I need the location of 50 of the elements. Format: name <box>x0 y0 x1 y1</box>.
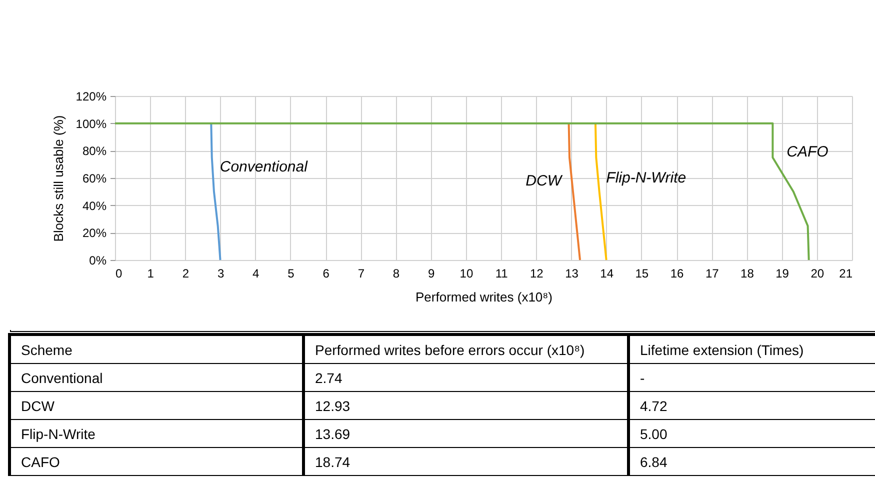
text: 18.74 <box>305 448 630 476</box>
y-tick-label: 120% <box>76 90 107 104</box>
y-tick-label: 100% <box>76 116 107 131</box>
text: Performed writes before errors occur (x10⁸) <box>305 336 630 364</box>
text: 6.84 <box>630 448 875 476</box>
x-tick-label: 12 <box>530 266 544 280</box>
text: 4.72 <box>630 392 875 420</box>
y-tick-label: 80% <box>82 144 107 158</box>
series-label: DCW <box>526 172 564 190</box>
x-tick-label: 18 <box>740 266 754 280</box>
x-tick-label: 14 <box>600 266 614 280</box>
x-tick-label: 21 <box>839 266 853 280</box>
x-tick-label: 20 <box>810 266 824 280</box>
text: DCW <box>11 392 305 420</box>
text: Lifetime extension (Times) <box>630 336 875 364</box>
x-tick-label: 15 <box>635 266 649 280</box>
series-label: CAFO <box>786 144 829 160</box>
x-tick-label: 4 <box>252 266 260 280</box>
x-tick-label: 17 <box>705 266 720 280</box>
text: 12.93 <box>305 392 630 420</box>
y-axis-title: Blocks still usable (%) <box>50 115 66 242</box>
y-tick-label: 40% <box>82 198 107 213</box>
x-tick-label: 16 <box>670 266 684 280</box>
x-tick-label: 8 <box>392 266 400 280</box>
series-label: Conventional <box>220 158 308 176</box>
x-axis-title: Performed writes (x10⁸) <box>416 290 552 304</box>
text: - <box>630 364 875 392</box>
text: Scheme <box>11 336 305 364</box>
x-tick-label: 1 <box>147 266 154 280</box>
x-tick-label: 11 <box>495 266 508 280</box>
text: Flip-N-Write <box>11 420 305 448</box>
text: 2.74 <box>305 364 630 392</box>
x-tick-label: 19 <box>776 266 790 280</box>
y-tick-label: 0% <box>89 254 107 268</box>
x-tick-label: 2 <box>182 266 190 280</box>
text: Conventional <box>11 364 305 392</box>
y-tick-label: 60% <box>82 172 107 186</box>
x-tick-label: 6 <box>322 266 330 280</box>
x-tick-label: 0 <box>116 266 122 280</box>
text: 13.69 <box>305 420 630 448</box>
x-tick-label: 3 <box>217 266 224 280</box>
text: CAFO <box>11 448 305 476</box>
x-tick-label: 7 <box>358 266 365 280</box>
x-tick-label: 5 <box>288 266 295 280</box>
y-tick-label: 20% <box>82 226 107 240</box>
series-label: Flip-N-Write <box>606 170 686 186</box>
text: 5.00 <box>630 420 875 448</box>
x-tick-label: 13 <box>565 266 579 280</box>
x-tick-label: 10 <box>460 266 474 280</box>
x-tick-label: 9 <box>428 266 436 280</box>
